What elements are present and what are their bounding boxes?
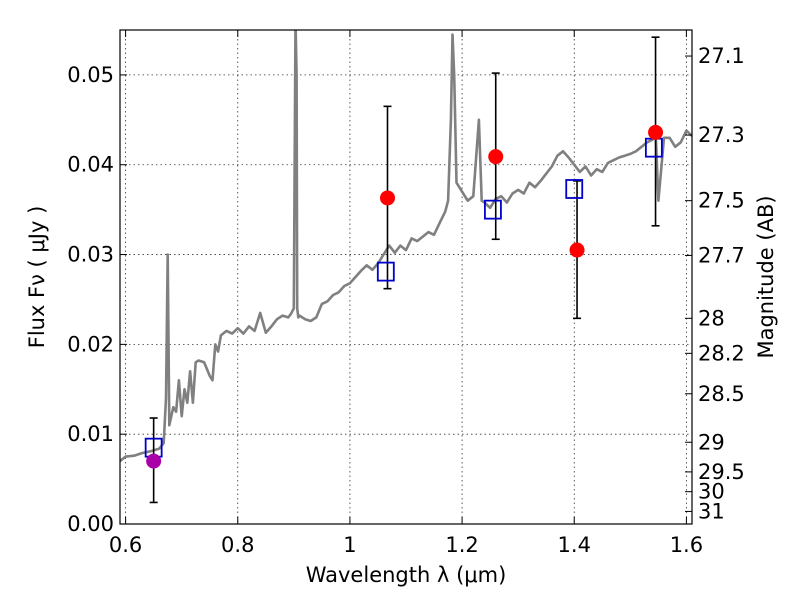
mag-tick-label: 30 bbox=[698, 480, 725, 504]
observed-flux-point bbox=[379, 190, 395, 206]
observed-flux-point bbox=[488, 149, 504, 165]
mag-tick-label: 29 bbox=[698, 430, 725, 454]
mag-tick-label: 31 bbox=[698, 499, 725, 523]
x-tick-label: 1.4 bbox=[558, 533, 591, 557]
y-tick-label: 0.04 bbox=[67, 153, 114, 177]
y-tick-label: 0.02 bbox=[67, 332, 114, 356]
error-bars-layer bbox=[149, 36, 660, 504]
tick-marks bbox=[120, 30, 692, 525]
x-tick-label: 1.2 bbox=[445, 533, 478, 557]
data-points-layer bbox=[144, 124, 664, 469]
y-tick-label: 0.03 bbox=[67, 243, 114, 267]
mag-tick-label: 28.2 bbox=[698, 341, 745, 365]
y-tick-label: 0.05 bbox=[67, 63, 114, 87]
plot-frame bbox=[119, 29, 693, 525]
mag-tick-label: 28 bbox=[698, 306, 725, 330]
model-spectrum-layer bbox=[120, 30, 692, 463]
mag-tick-label: 27.7 bbox=[698, 243, 745, 267]
x-tick-label: 1.6 bbox=[670, 533, 703, 557]
observed-flux-point bbox=[569, 242, 585, 258]
right-axis-title: Magnitude (AB) bbox=[754, 195, 778, 358]
x-tick-label: 1 bbox=[343, 533, 356, 557]
mag-tick-label: 28.5 bbox=[698, 382, 745, 406]
mag-tick-label: 27.1 bbox=[698, 44, 745, 68]
tick-labels: 0.6 0.8 1 1.2 1.4 1.6 0.00 0.01 0.02 0.03 0.04 0.05… bbox=[67, 44, 745, 557]
grid-lines bbox=[120, 30, 692, 525]
model-spectrum-line bbox=[120, 30, 692, 463]
model-photometry-square bbox=[484, 199, 502, 220]
observed-flux-point bbox=[648, 124, 664, 140]
x-tick-label: 0.8 bbox=[221, 533, 254, 557]
y-tick-label: 0.00 bbox=[67, 512, 114, 536]
model-photometry-square bbox=[376, 261, 395, 282]
mag-tick-label: 27.3 bbox=[698, 123, 745, 147]
observed-flux-point bbox=[146, 453, 162, 469]
y-tick-label: 0.01 bbox=[67, 422, 114, 446]
mag-tick-label: 27.5 bbox=[698, 189, 745, 213]
x-axis-title: Wavelength λ (μm) bbox=[306, 563, 507, 587]
x-tick-label: 0.6 bbox=[109, 533, 142, 557]
model-photometry-square bbox=[565, 179, 584, 199]
y-axis-title: Flux Fν ( μJy ) bbox=[25, 206, 49, 349]
mag-tick-label: 29.5 bbox=[698, 460, 745, 484]
